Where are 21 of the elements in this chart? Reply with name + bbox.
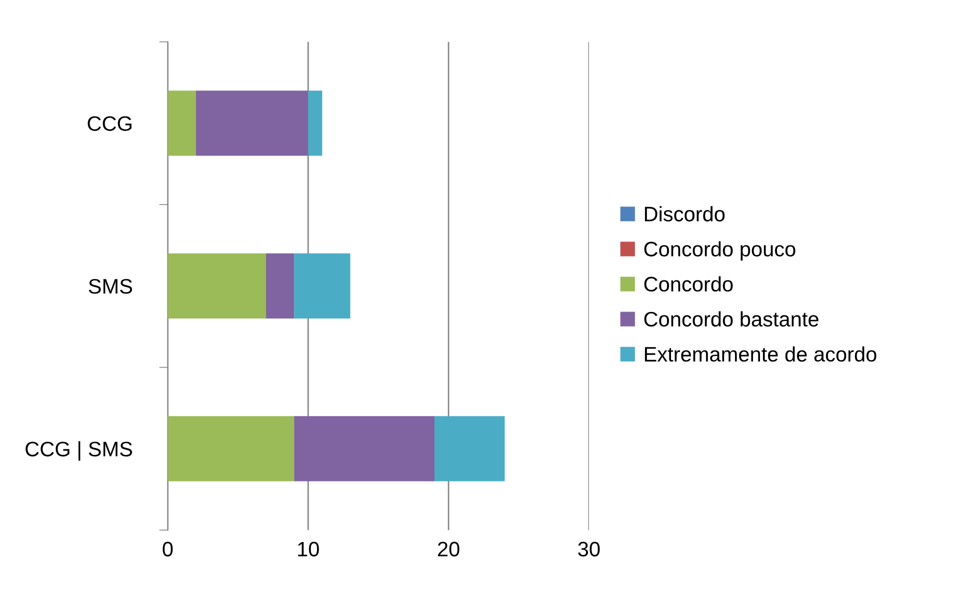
y-tick-label: CCG | SMS	[26, 441, 132, 461]
y-tick-label: SMS	[88, 278, 132, 294]
bar	[294, 253, 350, 319]
x-tick-label: 0	[162, 542, 173, 557]
legend-label: Concordo	[644, 276, 733, 292]
legend-label: Concordo pouco	[644, 241, 796, 261]
x-tick-label: 20	[438, 542, 460, 557]
legend-label: Extremamente de acordo	[644, 346, 876, 362]
legend-label: Discordo	[644, 206, 725, 222]
bar	[168, 253, 266, 319]
x-tick-label: 30	[578, 542, 600, 557]
bar	[168, 90, 196, 156]
bar	[294, 416, 435, 482]
bar	[168, 416, 294, 482]
x-tick-label: 10	[298, 542, 319, 557]
bar	[196, 90, 308, 156]
y-tick-label: CCG	[88, 116, 132, 131]
bar	[434, 416, 505, 482]
bar	[266, 253, 294, 319]
legend-label: Concordo bastante	[644, 311, 818, 327]
bar	[308, 90, 322, 156]
